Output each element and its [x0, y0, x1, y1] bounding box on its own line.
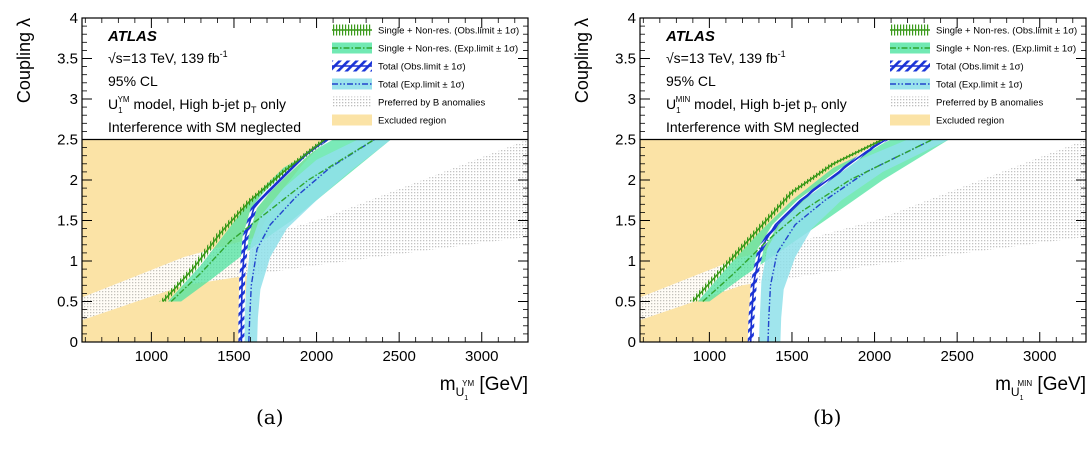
- interference-text: Interference with SM neglected: [666, 119, 859, 135]
- legend-label: Preferred by B anomalies: [936, 98, 1043, 109]
- interference-text: Interference with SM neglected: [108, 119, 301, 135]
- legend-swatch: [332, 96, 372, 108]
- single-obs-band: [159, 139, 329, 302]
- total-exp-band: [244, 139, 391, 342]
- legend-entry-total-obs: Total (Obs.limit ± 1σ): [332, 60, 466, 73]
- plot-area: [82, 18, 528, 342]
- y-tick-label: 1.5: [57, 213, 78, 230]
- x-tick-label: 1000: [135, 348, 168, 365]
- chart-panel-b: 0 0.5 1 1.5 2 2.5 3 3.5 4 1000 1500 2000 2500 3000 Cou…: [572, 10, 1087, 400]
- y-tick-label: 0.5: [615, 294, 636, 311]
- legend-entry-excluded: Excluded region: [332, 114, 446, 127]
- total-exp-line: [248, 138, 375, 342]
- legend-entry-total-obs: Total (Obs.limit ± 1σ): [890, 60, 1024, 73]
- y-tick-label: 1: [628, 253, 636, 270]
- legend-swatch: [332, 114, 372, 126]
- model-text: U1MIN model, High b-jet pT only: [666, 95, 847, 115]
- legend-label: Single + Non-res. (Exp.limit ± 1σ): [378, 44, 518, 55]
- legend-label: Preferred by B anomalies: [378, 98, 485, 109]
- legend-entry-anomalies: Preferred by B anomalies: [890, 96, 1043, 109]
- energy-lumi-text: √s=13 TeV, 139 fb-1: [666, 49, 786, 66]
- single-obs-line: [162, 138, 326, 303]
- cl-text: 95% CL: [108, 73, 158, 89]
- single-exp-line: [170, 138, 375, 303]
- legend-label: Single + Non-res. (Exp.limit ± 1σ): [936, 44, 1076, 55]
- caption-b: (b): [813, 405, 842, 429]
- legend-label: Total (Obs.limit ± 1σ): [936, 62, 1024, 73]
- legend-entry-total-exp: Total (Exp.limit ± 1σ): [332, 78, 465, 91]
- legend-label: Single + Non-res. (Obs.limit ± 1σ): [378, 26, 519, 37]
- x-tick-label: 2000: [858, 348, 891, 365]
- y-tick-label: 3: [628, 91, 636, 108]
- legend-label: Total (Exp.limit ± 1σ): [936, 80, 1023, 91]
- atlas-label: ATLAS: [107, 28, 157, 45]
- y-tick-label: 3.5: [615, 51, 636, 68]
- single-obs-band: [689, 139, 887, 302]
- upper-blank-region: [640, 18, 1086, 140]
- chart-panel-a: 0 0.5 1 1.5 2 2.5 3 3.5 4 1000 1500 2000 2500 3000 Cou…: [14, 10, 529, 400]
- y-axis-label: Coupling λ: [14, 18, 34, 103]
- x-tick-label: 1500: [775, 348, 808, 365]
- legend-entry-excluded: Excluded region: [890, 114, 1004, 127]
- legend-label: Total (Exp.limit ± 1σ): [378, 80, 465, 91]
- x-tick-label: 3000: [1023, 348, 1056, 365]
- legend-label: Total (Obs.limit ± 1σ): [378, 62, 466, 73]
- y-tick-label: 0: [628, 334, 636, 351]
- y-axis-label: Coupling λ: [572, 18, 592, 103]
- x-tick-label: 1500: [217, 348, 250, 365]
- x-tick-label: 2000: [300, 348, 333, 365]
- single-exp-line: [702, 138, 933, 303]
- energy-lumi-text: √s=13 TeV, 139 fb-1: [108, 49, 228, 66]
- legend-swatch: [890, 96, 930, 108]
- y-tick-label: 4: [628, 10, 636, 27]
- legend-label: Excluded region: [378, 116, 446, 127]
- y-tick-label: 0.5: [57, 294, 78, 311]
- y-tick-label: 0: [70, 334, 78, 351]
- x-tick-label: 2500: [940, 348, 973, 365]
- atlas-label: ATLAS: [665, 28, 715, 45]
- caption-a: (a): [256, 405, 284, 429]
- y-tick-label: 3: [70, 91, 78, 108]
- legend-entry-anomalies: Preferred by B anomalies: [332, 96, 485, 109]
- y-tick-label: 1: [70, 253, 78, 270]
- x-tick-label: 2500: [382, 348, 415, 365]
- total-obs-line: [240, 138, 327, 342]
- figure-canvas: 0 0.5 1 1.5 2 2.5 3 3.5 4 1000 1500 2000 2500 3000 Cou…: [14, 10, 1087, 400]
- legend-swatch: [890, 114, 930, 126]
- y-tick-label: 2: [628, 172, 636, 189]
- x-axis-label: mU1MIN [GeV]: [995, 374, 1086, 400]
- model-text: U1YM model, High b-jet pT only: [108, 95, 286, 115]
- x-tick-label: 1000: [693, 348, 726, 365]
- legend-entry-single-obs: Single + Non-res. (Obs.limit ± 1σ): [890, 24, 1077, 37]
- b-anomalies-region: [640, 139, 1086, 321]
- upper-blank-region: [82, 18, 528, 140]
- legend-entry-single-exp: Single + Non-res. (Exp.limit ± 1σ): [332, 42, 518, 55]
- y-tick-label: 1.5: [615, 213, 636, 230]
- y-tick-label: 2.5: [615, 132, 636, 149]
- cl-text: 95% CL: [666, 73, 716, 89]
- total-obs-line: [749, 138, 887, 342]
- y-tick-label: 2: [70, 172, 78, 189]
- y-tick-label: 4: [70, 10, 78, 27]
- plot-area: [640, 18, 1086, 342]
- x-axis-label: mU1YM [GeV]: [440, 374, 528, 400]
- y-tick-label: 3.5: [57, 51, 78, 68]
- single-obs-line: [692, 138, 884, 303]
- legend-label: Single + Non-res. (Obs.limit ± 1σ): [936, 26, 1077, 37]
- legend-entry-single-obs: Single + Non-res. (Obs.limit ± 1σ): [332, 24, 519, 37]
- legend-entry-single-exp: Single + Non-res. (Exp.limit ± 1σ): [890, 42, 1076, 55]
- legend-entry-total-exp: Total (Exp.limit ± 1σ): [890, 78, 1023, 91]
- y-tick-label: 2.5: [57, 132, 78, 149]
- total-exp-line: [767, 138, 933, 342]
- x-tick-label: 3000: [465, 348, 498, 365]
- legend-label: Excluded region: [936, 116, 1004, 127]
